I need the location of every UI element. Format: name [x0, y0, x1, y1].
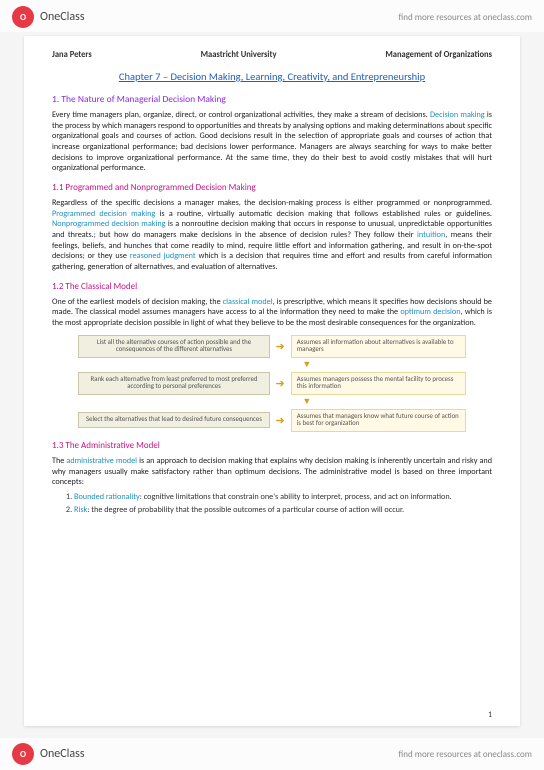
brand-logo[interactable]: O OneClass	[12, 6, 85, 28]
section-1-para: Every time managers plan, organize, dire…	[52, 110, 492, 174]
term-nonprogrammed: Nonprogrammed decision making	[52, 219, 166, 229]
section-1-1-heading: 1.1 Programmed and Nonprogrammed Decisio…	[52, 182, 492, 193]
bottom-bar: O OneClass find more resources at onecla…	[0, 738, 544, 770]
concepts-list: Bounded rationality: cognitive limitatio…	[74, 492, 492, 516]
arrow-right-icon: ➜	[276, 340, 285, 353]
section-1-3-heading: 1.3 The Administrative Model	[52, 440, 492, 451]
chapter-title: Chapter 7 – Decision Making, Learning, C…	[52, 70, 492, 83]
list-item: Bounded rationality: cognitive limitatio…	[74, 492, 492, 503]
term-administrative-model: administrative model	[66, 456, 137, 466]
brand-name-bottom: OneClass	[40, 747, 85, 761]
logo-icon: O	[12, 6, 34, 28]
text: Every time managers plan, organize, dire…	[52, 110, 430, 120]
bottom-tagline[interactable]: find more resources at oneclass.com	[399, 749, 532, 760]
term-risk: Risk	[74, 505, 87, 515]
section-1-2-heading: 1.2 The Classical Model	[52, 281, 492, 292]
diagram-step-1: List all the alternative courses of acti…	[78, 335, 269, 359]
term-classical-model: classical model	[223, 297, 273, 307]
course-name: Management of Organizations	[385, 50, 492, 60]
term-optimum-decision: optimum decision	[400, 307, 460, 317]
university-name: Maastricht University	[201, 50, 277, 60]
diagram-step-2: Rank each alternative from least preferr…	[78, 372, 269, 396]
arrow-down-icon: ▼	[148, 399, 466, 404]
diagram-row: Rank each alternative from least preferr…	[78, 372, 465, 396]
arrow-down-icon: ▼	[148, 362, 466, 367]
term-decision-making: Decision making	[430, 110, 485, 120]
author-name: Jana Peters	[52, 50, 92, 60]
term-reasoned-judgment: reasoned judgment	[130, 251, 196, 261]
term-intuition: intuition	[417, 230, 445, 240]
diagram-assume-2: Assumes managers possess the mental faci…	[291, 372, 466, 396]
text: : the degree of probability that the pos…	[87, 505, 404, 515]
logo-icon: O	[12, 743, 34, 765]
arrow-right-icon: ➜	[276, 414, 285, 427]
diagram-assume-3: Assumes that managers know what future c…	[291, 409, 466, 433]
diagram-row: List all the alternative courses of acti…	[78, 335, 465, 359]
document-page: Jana Peters Maastricht University Manage…	[24, 36, 520, 726]
section-1-3-para: The administrative model is an approach …	[52, 456, 492, 488]
top-tagline[interactable]: find more resources at oneclass.com	[399, 12, 532, 23]
term-programmed: Programmed decision making	[52, 209, 155, 219]
top-bar: O OneClass find more resources at onecla…	[0, 0, 544, 32]
term-bounded-rationality: Bounded rationality	[74, 492, 140, 502]
text: The	[52, 456, 66, 466]
page-header-row: Jana Peters Maastricht University Manage…	[52, 50, 492, 60]
text: One of the earliest models of decision m…	[52, 297, 223, 307]
text: : cognitive limitations that constrain o…	[140, 492, 452, 502]
page-number: 1	[488, 710, 492, 720]
section-1-1-para: Regardless of the specific decisions a m…	[52, 198, 492, 273]
brand-logo-bottom[interactable]: O OneClass	[12, 743, 85, 765]
text: is a routine, virtually automatic decisi…	[155, 209, 492, 219]
list-item: Risk: the degree of probability that the…	[74, 505, 492, 516]
diagram-row: Select the alternatives that lead to des…	[78, 409, 465, 433]
section-1-heading: 1. The Nature of Managerial Decision Mak…	[52, 93, 492, 105]
text: Regardless of the specific decisions a m…	[52, 198, 492, 208]
diagram-step-3: Select the alternatives that lead to des…	[78, 412, 269, 428]
brand-name: OneClass	[40, 10, 85, 24]
classical-model-diagram: List all the alternative courses of acti…	[78, 335, 465, 433]
section-1-2-para: One of the earliest models of decision m…	[52, 297, 492, 329]
arrow-right-icon: ➜	[276, 377, 285, 390]
diagram-assume-1: Assumes all information about alternativ…	[291, 335, 466, 359]
